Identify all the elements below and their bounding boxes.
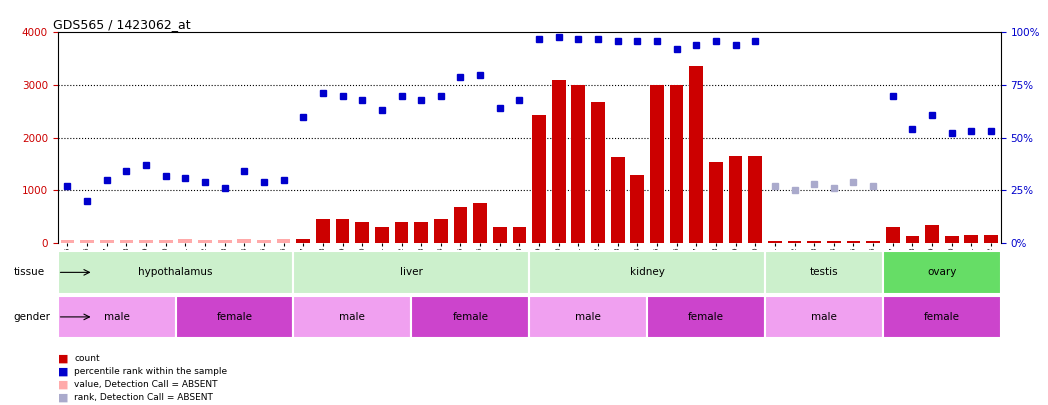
Text: male: male (340, 312, 366, 322)
Text: gender: gender (14, 312, 50, 322)
Text: ovary: ovary (927, 267, 957, 277)
Text: ■: ■ (58, 379, 68, 389)
Bar (58, 296, 175, 338)
Bar (58, 251, 293, 294)
Bar (100, 241, 113, 243)
Bar (709, 162, 723, 243)
Text: liver: liver (400, 267, 422, 277)
Bar (847, 241, 860, 243)
Bar (886, 227, 899, 243)
Text: female: female (453, 312, 488, 322)
Bar (178, 239, 192, 243)
Bar (807, 241, 821, 243)
Text: ■: ■ (58, 354, 68, 363)
Bar (905, 236, 919, 243)
Bar (293, 296, 411, 338)
Bar (768, 241, 782, 243)
Text: value, Detection Call = ABSENT: value, Detection Call = ABSENT (74, 380, 218, 389)
Bar (650, 85, 663, 243)
Bar (532, 115, 546, 243)
Bar (728, 156, 742, 243)
Text: male: male (104, 312, 130, 322)
Bar (631, 175, 645, 243)
Bar (119, 241, 133, 243)
Bar (434, 219, 447, 243)
Bar (61, 241, 74, 243)
Bar (293, 251, 529, 294)
Bar (277, 239, 290, 243)
Bar (375, 227, 389, 243)
Bar (882, 296, 1001, 338)
Text: tissue: tissue (14, 267, 45, 277)
Bar (765, 251, 882, 294)
Bar (690, 66, 703, 243)
Text: testis: testis (810, 267, 838, 277)
Bar (198, 241, 212, 243)
Bar (964, 234, 978, 243)
Bar (647, 296, 765, 338)
Bar (411, 296, 529, 338)
Bar (159, 241, 173, 243)
Bar (571, 85, 585, 243)
Bar (414, 222, 428, 243)
Bar (355, 222, 369, 243)
Bar (257, 241, 270, 243)
Bar (81, 241, 94, 243)
Bar (454, 207, 467, 243)
Bar (882, 251, 1001, 294)
Bar (512, 227, 526, 243)
Bar (316, 219, 330, 243)
Bar (748, 156, 762, 243)
Bar (175, 296, 293, 338)
Bar (529, 251, 765, 294)
Bar (925, 225, 939, 243)
Bar (867, 241, 880, 243)
Bar (591, 102, 605, 243)
Bar (395, 222, 409, 243)
Text: kidney: kidney (630, 267, 664, 277)
Bar (529, 296, 647, 338)
Text: hypothalamus: hypothalamus (138, 267, 213, 277)
Bar (335, 219, 349, 243)
Bar (493, 227, 506, 243)
Bar (670, 85, 683, 243)
Bar (552, 80, 566, 243)
Bar (238, 239, 252, 243)
Bar (611, 157, 625, 243)
Bar (788, 241, 802, 243)
Text: male: male (575, 312, 602, 322)
Bar (984, 234, 998, 243)
Text: GDS565 / 1423062_at: GDS565 / 1423062_at (52, 18, 191, 31)
Bar (474, 203, 487, 243)
Text: rank, Detection Call = ABSENT: rank, Detection Call = ABSENT (74, 393, 214, 402)
Bar (945, 236, 959, 243)
Text: count: count (74, 354, 100, 363)
Text: female: female (924, 312, 960, 322)
Text: ■: ■ (58, 392, 68, 402)
Bar (297, 239, 310, 243)
Bar (139, 241, 153, 243)
Text: male: male (811, 312, 837, 322)
Text: female: female (689, 312, 724, 322)
Text: ■: ■ (58, 367, 68, 376)
Bar (765, 296, 882, 338)
Text: percentile rank within the sample: percentile rank within the sample (74, 367, 227, 376)
Bar (827, 241, 840, 243)
Bar (218, 241, 232, 243)
Text: female: female (217, 312, 253, 322)
